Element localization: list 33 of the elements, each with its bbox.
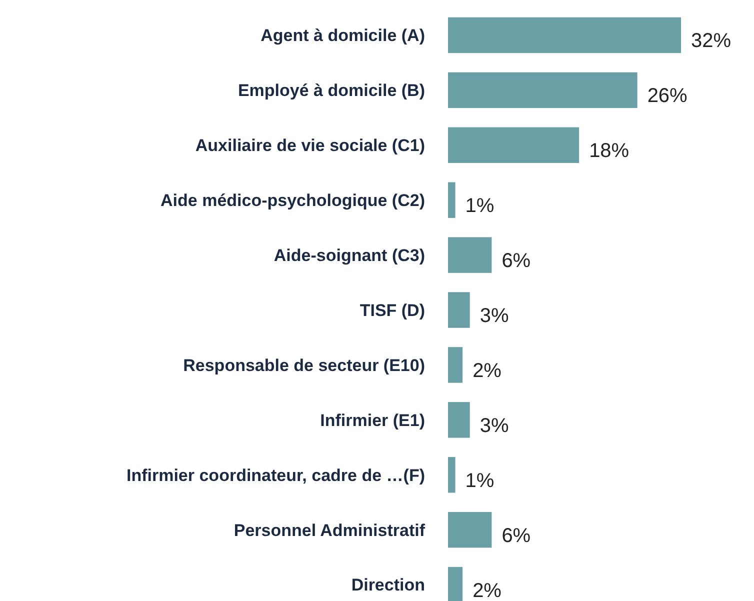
bar xyxy=(448,457,456,493)
data-label: 2% xyxy=(472,580,502,601)
y-tick-label: Auxiliaire de vie sociale (C1) xyxy=(195,136,425,156)
data-label: 1% xyxy=(465,470,494,492)
data-label: 18% xyxy=(589,140,630,162)
data-label: 6% xyxy=(502,524,531,547)
y-tick-label: Responsable de secteur (E10) xyxy=(183,356,425,375)
y-tick-label: Aide médico-psychologique (C2) xyxy=(160,191,425,210)
y-tick-label: Direction xyxy=(351,576,425,595)
bar xyxy=(448,347,463,383)
y-tick-label: Personnel Administratif xyxy=(234,520,426,540)
y-tick-label: Infirmier coordinateur, cadre de …(F) xyxy=(126,466,425,485)
bar xyxy=(448,127,580,163)
bar xyxy=(448,237,492,273)
bar xyxy=(448,72,638,108)
data-label: 3% xyxy=(480,414,509,437)
data-label: 2% xyxy=(472,360,502,382)
data-label: 3% xyxy=(480,305,509,327)
data-label: 26% xyxy=(647,85,688,108)
bar xyxy=(448,292,470,328)
y-tick-label: Aide-soignant (C3) xyxy=(274,246,425,265)
data-label: 32% xyxy=(691,30,732,52)
data-label: 6% xyxy=(502,250,531,272)
bar xyxy=(448,17,681,54)
bar xyxy=(448,512,492,548)
bar xyxy=(448,566,463,601)
bar xyxy=(448,182,456,218)
bar xyxy=(448,402,470,438)
data-label: 1% xyxy=(465,195,494,218)
y-tick-label: Infirmier (E1) xyxy=(320,410,425,430)
y-tick-label: Employé à domicile (B) xyxy=(238,81,425,100)
y-tick-label: Agent à domicile (A) xyxy=(260,26,425,46)
y-tick-label: TISF (D) xyxy=(360,300,425,320)
